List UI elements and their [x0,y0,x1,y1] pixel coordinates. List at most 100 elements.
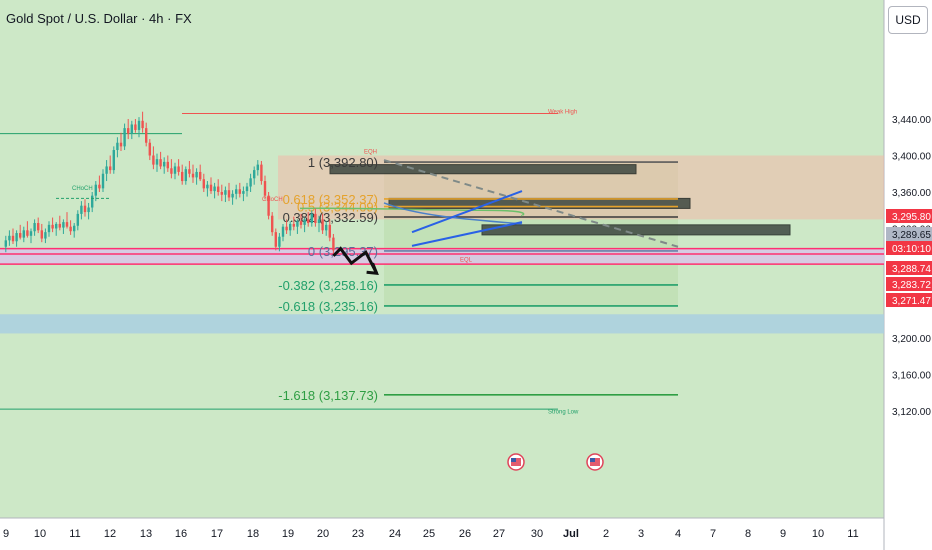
candle [213,182,216,199]
candle [184,166,187,185]
y-tick-label-8: 3,440.00 [892,115,931,126]
candle [105,160,108,182]
candle-body [242,191,245,194]
candle [245,182,249,197]
x-tick-label-4: 13 [140,528,152,540]
x-tick-label-1: 10 [34,528,46,540]
candle-body [177,166,180,172]
candle-body [173,166,177,174]
candle-body [328,224,331,238]
candle [65,212,69,229]
candle [58,215,61,231]
fib-label-1: 0.618 (3,352.37) [283,192,378,207]
candle [69,220,72,235]
candle [220,184,223,202]
x-tick-label-18: 3 [638,528,644,540]
candle [271,212,274,236]
candle [224,186,227,203]
candle-body [285,226,288,231]
x-tick-label-14: 27 [493,528,505,540]
candle-body [238,189,241,194]
candle [238,182,241,198]
candle-body [69,226,72,232]
price-tag-label-3: 3,288.74 [892,264,931,275]
candle [253,166,256,185]
candle-body [220,192,223,195]
candle [40,223,43,243]
candle-body [148,142,151,156]
candle [47,221,51,237]
candle [170,159,173,179]
candle-body [141,120,144,129]
order-block-3 [481,224,791,236]
candle [127,119,130,140]
candle [317,215,321,233]
candle [15,230,18,247]
candle-body [289,223,292,231]
candle [76,210,79,231]
candle-body [58,223,61,228]
x-tick-label-22: 9 [780,528,786,540]
candle [314,208,317,227]
candle [310,210,313,227]
candle-body [15,233,18,242]
candle-body [105,166,108,174]
candle-body [235,189,238,194]
candle-body [191,173,195,178]
y-tick-label-1: 3,160.00 [892,371,931,382]
x-tick-label-5: 16 [175,528,187,540]
x-tick-label-12: 25 [423,528,435,540]
candle [116,137,119,158]
currency-button[interactable]: USD [888,6,928,34]
candle-body [37,223,40,231]
candle-body [199,171,202,180]
candle [332,233,335,255]
candle [249,173,252,192]
candle-body [123,128,126,147]
candle-body [307,219,310,224]
candle-body [76,213,79,226]
candle-body [321,219,324,231]
candle [307,212,310,227]
candle [188,160,191,178]
price-tag-3 [886,261,932,275]
x-tick-label-3: 12 [104,528,116,540]
candle [202,173,205,192]
candle-body [83,205,87,213]
candle [80,201,83,220]
fib-label-7: -1.618 (3,137.73) [278,388,378,403]
candle-body [65,222,69,227]
candle [206,181,209,197]
candle-body [292,223,295,227]
candle [101,169,105,192]
downtrend-dashed-line [383,159,679,248]
candle [152,146,155,170]
pink-zone [0,248,884,265]
candle [44,228,47,244]
candle [22,226,25,243]
candle [285,219,288,234]
candle-body [231,193,234,198]
candle [166,155,169,172]
annotation-label-0: Weak High [548,110,577,116]
candle-body [8,235,11,241]
candle [109,155,112,174]
candle [87,202,90,220]
candle [33,219,36,236]
candle-body [152,155,155,165]
candle [195,168,198,185]
candle [26,221,29,238]
candle-body [253,170,256,179]
candle [19,224,22,240]
candle-body [195,171,198,178]
candle-body [62,222,65,228]
candle-body [249,178,252,187]
candle-body [274,232,277,247]
y-tick-label-2: 3,200.00 [892,334,931,345]
candle-body [44,232,47,239]
candle [328,219,331,242]
price-tag-label-1: 3,289.65 [892,230,931,241]
candle [98,175,101,192]
annotation-label-5: EQL [460,257,473,263]
